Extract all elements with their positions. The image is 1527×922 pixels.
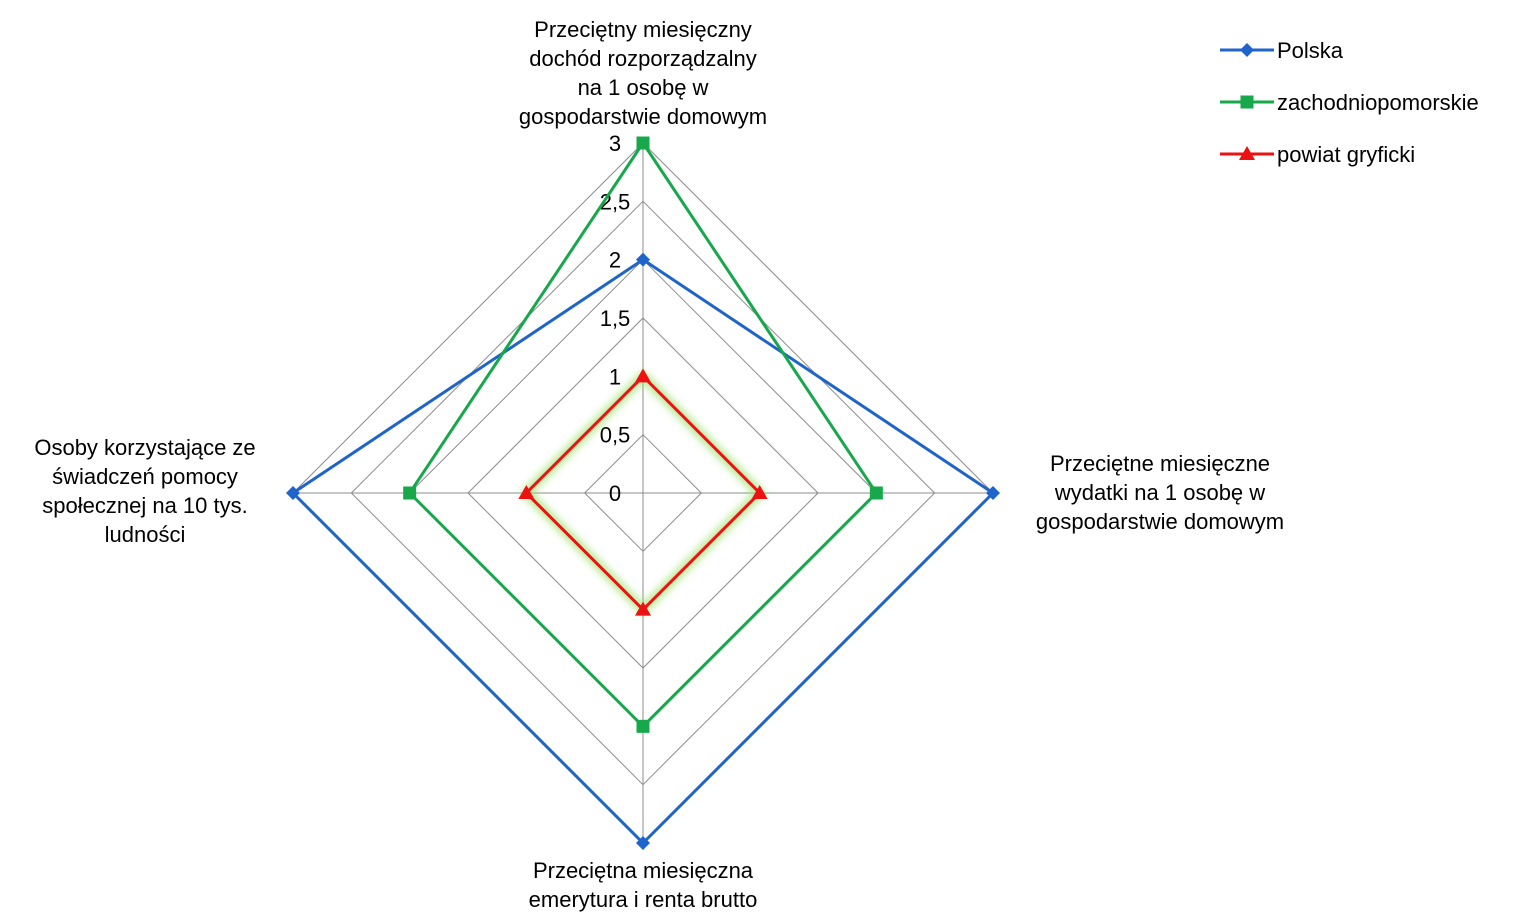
tick-label: 1,5 bbox=[600, 306, 631, 331]
data-point-marker bbox=[1239, 146, 1255, 160]
legend-item: powiat gryficki bbox=[1220, 142, 1415, 167]
data-point-marker bbox=[636, 136, 650, 150]
series-powiat-gryficki bbox=[518, 368, 768, 617]
axis-label: Przeciętna miesięczna emerytura i renta b… bbox=[529, 858, 758, 912]
data-point-marker bbox=[636, 719, 650, 733]
axis-label: Osoby korzystające ze świadczeń pomocy spo… bbox=[34, 435, 255, 547]
legend-label: zachodniopomorskie bbox=[1277, 90, 1479, 115]
legend-item: Polska bbox=[1220, 38, 1344, 63]
axis-label: Przeciętne miesięczne wydatki na 1 osobę … bbox=[1036, 451, 1284, 534]
legend-label: Polska bbox=[1277, 38, 1344, 63]
series-zachodniopomorskie bbox=[403, 136, 883, 733]
data-point-marker bbox=[286, 486, 300, 500]
legend: Polska zachodniopomorskie powiat gryficki bbox=[1220, 38, 1479, 167]
data-point-marker bbox=[636, 836, 650, 850]
data-point-marker bbox=[403, 486, 417, 500]
legend-label: powiat gryficki bbox=[1277, 142, 1415, 167]
data-point-marker bbox=[1240, 95, 1254, 109]
data-point-marker bbox=[1240, 43, 1254, 57]
tick-label-layer: 00,511,522,53 bbox=[600, 131, 631, 506]
tick-label: 0,5 bbox=[600, 423, 631, 448]
data-point-marker bbox=[635, 368, 651, 383]
series-layer bbox=[286, 136, 1000, 850]
data-point-marker bbox=[518, 485, 535, 499]
series-polska bbox=[286, 252, 1000, 850]
data-point-marker bbox=[869, 486, 883, 500]
tick-label: 3 bbox=[609, 131, 621, 156]
tick-label: 0 bbox=[609, 481, 621, 506]
axis-label: Przeciętny miesięczny dochód rozporządzal… bbox=[519, 17, 767, 129]
data-point-marker bbox=[635, 601, 651, 616]
tick-label: 2 bbox=[609, 248, 621, 273]
data-point-marker bbox=[751, 485, 768, 499]
data-point-marker bbox=[636, 252, 650, 267]
grid-layer bbox=[292, 142, 994, 844]
data-point-marker bbox=[986, 486, 1000, 500]
axis-label-layer: Przeciętny miesięczny dochód rozporządzal… bbox=[34, 17, 1284, 912]
tick-label: 1 bbox=[609, 364, 621, 389]
legend-item: zachodniopomorskie bbox=[1220, 90, 1479, 115]
